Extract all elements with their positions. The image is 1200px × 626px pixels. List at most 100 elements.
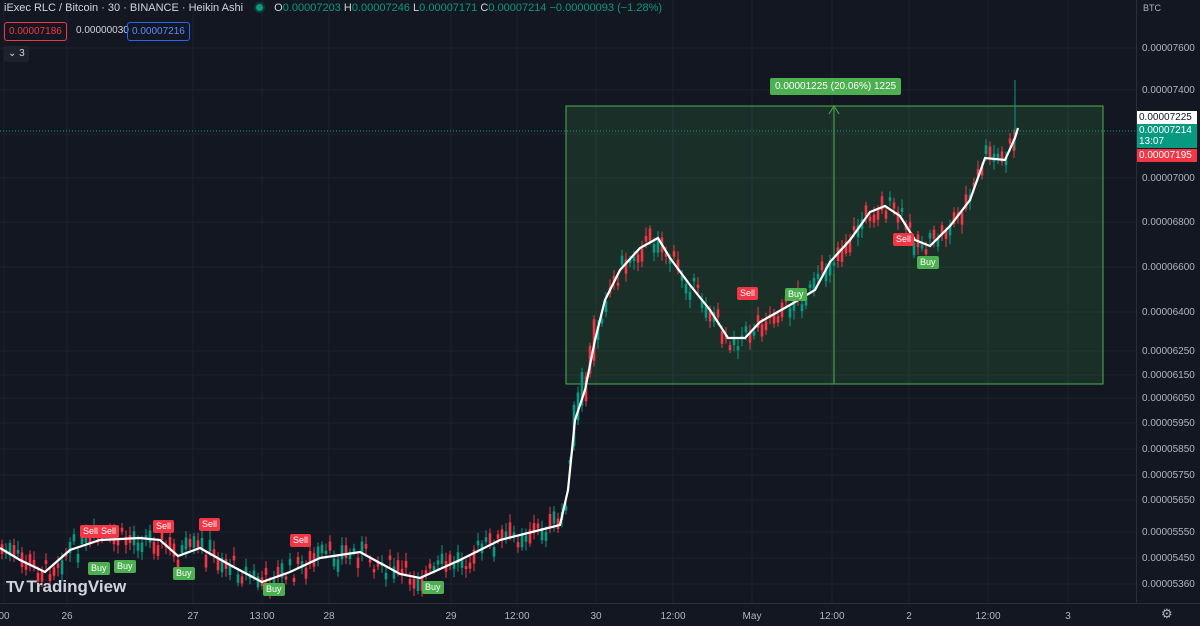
candle-body [1012,138,1016,151]
price-tick-label: 0.00007000 [1142,173,1195,184]
time-tick-label: 12:00 [660,611,685,622]
candle-body [648,228,652,241]
candle-body [204,554,208,568]
candle-body [432,566,436,571]
candle-body [148,530,152,543]
candle-body [576,392,580,421]
candle-body [824,267,828,282]
candle-body [816,273,820,279]
candle-body [720,331,724,344]
bar-countdown: 13:07 [1139,136,1165,147]
candle-body [476,540,480,546]
price-tick-label: 0.00007600 [1142,43,1195,54]
measure-label[interactable]: 0.00001225 (20.06%) 1225 [770,78,902,95]
candle-body [488,533,492,544]
time-tick-label: 2 [906,611,912,622]
candle-body [564,506,568,511]
time-axis[interactable]: 00 26 27 13:00 28 29 12:00 30 12:00 May 12:00 2 12:0… [0,603,1200,626]
candle-body [36,572,40,582]
spread-value: 0.00000030 [76,25,129,36]
candle-body [760,324,764,337]
time-tick-label: 26 [61,611,73,622]
candle-body [48,574,52,582]
candle-body [820,261,824,271]
market-status-icon [256,4,264,12]
candle-body [356,557,360,569]
candle-body [716,309,720,318]
sell-signal-badge: Sell [199,518,221,531]
candle-body [160,530,164,540]
candle-body [68,542,72,554]
gear-icon[interactable]: ⚙ [1161,606,1173,621]
candle-body [1008,138,1012,144]
candle-body [688,291,692,300]
candle-body [996,153,1000,159]
sell-quote-button[interactable]: 0.00007186 [4,22,67,41]
sell-signal-badge: Sell [80,525,102,538]
candle-body [292,577,296,582]
close-value: 0.00007214 [488,2,547,14]
time-tick-label: 12:00 [975,611,1000,622]
buy-quote-button[interactable]: 0.00007216 [127,22,190,41]
candle-body [984,145,988,155]
candle-body [120,527,124,532]
price-tick-label: 0.00006050 [1142,393,1195,404]
candle-body [812,278,816,291]
candle-body [172,543,176,557]
candle-body [684,283,688,294]
candle-body [324,550,328,554]
candle-body [580,372,584,406]
time-tick-label: 27 [187,611,199,622]
last-price-value: 0.00007214 [1139,125,1192,136]
candle-body [284,576,288,580]
candle-body [40,570,44,582]
candle-body [184,537,188,550]
change-value: −0.00000093 (−1.28%) [549,2,663,14]
last-price-tag: 0.00007214 13:07 [1137,124,1197,148]
candle-body [612,276,616,282]
candle-body [856,225,860,238]
candle-body [440,553,444,564]
candle-body [504,531,508,540]
candle-body [244,566,248,574]
candle-body [692,278,696,282]
candle-body [144,535,148,540]
candle-body [200,537,204,549]
tradingview-logo[interactable]: TV TradingView [6,577,126,597]
indicators-collapse-button[interactable]: ⌄ 3 [4,46,29,62]
price-tick-label: 0.00005750 [1142,470,1195,481]
candle-body [960,211,964,225]
candle-body [416,578,420,591]
candle-body [288,559,292,566]
candle-body [696,284,700,288]
candle-body [240,576,244,584]
candle-body [972,182,976,187]
time-tick-label: 12:00 [504,611,529,622]
candle-body [472,549,476,564]
price-axis[interactable]: 0.000076000.000074000.000072000.00007000… [1136,0,1200,603]
chevron-down-icon: ⌄ [8,48,17,59]
candle-body [280,563,284,578]
high-key: H [343,2,352,14]
sell-signal-badge: Sell [290,534,312,547]
candle-body [408,578,412,585]
candle-body [56,563,60,569]
symbol-title[interactable]: iExec RLC / Bitcoin · 30 · BINANCE · Hei… [4,2,244,14]
buy-signal-badge: Buy [785,288,807,301]
candle-body [368,559,372,563]
candle-body [636,254,640,263]
candle-body [492,547,496,557]
candle-body [764,321,768,331]
currency-label[interactable]: BTC [1143,3,1161,13]
candle-body [952,212,956,224]
candle-body [676,259,680,271]
candle-body [872,214,876,223]
candle-body [672,251,676,257]
candle-body [116,539,120,546]
candle-body [752,331,756,336]
bid-price-tag: 0.00007195 [1137,149,1197,162]
candle-body [424,570,428,576]
price-chart[interactable] [0,0,1136,603]
buy-signal-badge: Buy [173,567,195,580]
sell-signal-badge: Sell [893,233,915,246]
